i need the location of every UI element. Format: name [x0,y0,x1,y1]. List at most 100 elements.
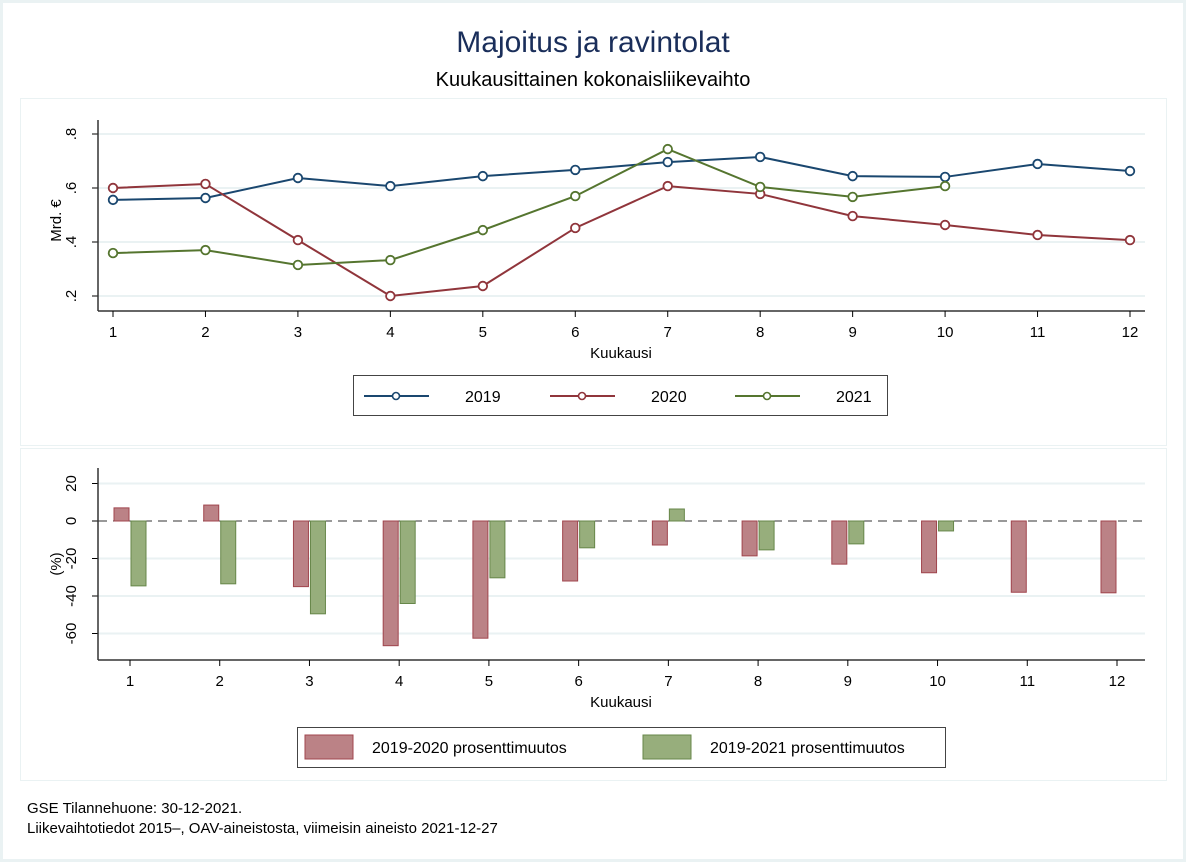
bar-2019-2021 [758,520,775,551]
chart-title: Majoitus ja ravintolat [456,26,730,59]
bar-2019-2020 [562,520,579,582]
x-tick-label: 5 [479,324,487,341]
x-tick-label: 10 [937,324,954,341]
bar-2019-2021 [489,520,506,579]
y-tick-label: -20 [63,548,80,570]
x-tick-label: 9 [848,324,856,341]
data-point-2020 [292,234,304,246]
x-tick-label: 4 [386,324,394,341]
x-axis-label: Kuukausi [590,694,652,711]
data-point-2021 [292,259,304,271]
legend-box [353,375,888,416]
data-point-2019 [754,151,766,163]
bar-2019-2021 [309,520,326,615]
data-point-2021 [385,254,396,266]
data-point-2019 [477,170,489,182]
y-tick-label: .4 [63,236,80,249]
x-tick-label: 7 [664,324,672,341]
data-point-2019 [570,164,581,176]
bar-2019-2020 [292,520,309,588]
bar-2019-2020 [831,520,848,565]
data-point-2021 [939,180,951,192]
x-tick-label: 3 [294,324,302,341]
legend-marker-2020 [577,391,587,401]
y-tick-label: -60 [63,623,80,645]
data-point-2019 [847,170,858,182]
data-point-2020 [1124,234,1136,246]
y-tick-label: 0 [63,517,80,525]
data-point-2020 [662,180,673,192]
legend-label: 2019-2021 prosenttimuutos [710,740,905,757]
legend-swatch [642,734,692,760]
data-point-2020 [385,290,396,302]
bar-2019-2021 [579,520,596,549]
bar-2019-2020 [113,507,130,522]
data-point-2020 [107,182,119,194]
data-point-2019 [939,171,951,183]
x-tick-label: 10 [929,673,946,690]
data-point-2021 [847,191,858,203]
y-tick-label: 20 [63,475,80,492]
data-point-2019 [107,194,119,206]
legend-label-2021: 2021 [836,389,872,406]
bar-2019-2020 [472,520,489,639]
data-point-2020 [1032,229,1043,241]
data-point-2020 [477,280,489,292]
y-tick-label: -40 [63,585,80,607]
x-tick-label: 5 [485,673,493,690]
x-tick-label: 3 [305,673,313,690]
y-axis-label: (%) [48,552,65,575]
x-tick-label: 6 [574,673,582,690]
data-point-2019 [1124,165,1136,177]
legend-marker-2019 [391,391,401,401]
data-point-2020 [847,210,858,222]
y-axis-label: Mrd. € [48,199,65,242]
legend-label-2020: 2020 [651,389,687,406]
legend-swatch [304,734,354,760]
bar-2019-2021 [130,520,147,587]
data-point-2021 [570,190,581,202]
y-tick-label: .2 [63,290,80,303]
bar-2019-2020 [1010,520,1027,593]
data-point-2020 [200,178,211,190]
legend-marker-2021 [762,391,772,401]
x-axis-label: Kuukausi [590,345,652,362]
x-tick-label: 12 [1122,324,1139,341]
legend-label-2019: 2019 [465,389,501,406]
legend-label: 2019-2020 prosenttimuutos [372,740,567,757]
bar-2019-2021 [399,520,416,604]
data-point-2019 [385,180,396,192]
footer-source: GSE Tilannehuone: 30-12-2021. [27,800,242,817]
bar-2019-2020 [382,520,399,647]
bar-2019-2020 [203,504,220,522]
x-tick-label: 9 [844,673,852,690]
x-tick-label: 1 [109,324,117,341]
bottom-panel [20,448,1167,781]
bar-2019-2020 [651,520,668,546]
data-point-2021 [107,247,119,259]
x-tick-label: 4 [395,673,403,690]
data-point-2019 [200,192,211,204]
data-point-2019 [292,172,304,184]
bar-2019-2020 [741,520,758,557]
series-line-2019 [112,155,1131,201]
series-line-2020 [112,182,1131,298]
data-point-2021 [662,143,673,155]
x-tick-label: 7 [664,673,672,690]
legend-box [297,727,946,768]
x-tick-label: 11 [1030,324,1046,341]
bar-2019-2021 [220,520,237,585]
x-tick-label: 1 [126,673,134,690]
series-line-2021 [112,148,946,266]
x-tick-label: 8 [754,673,762,690]
data-point-2019 [1032,158,1043,170]
y-tick-label: .8 [63,128,80,141]
data-point-2021 [200,244,211,256]
chart-subtitle: Kuukausittainen kokonaisliikevaihto [436,69,751,91]
data-point-2019 [662,156,673,168]
data-point-2021 [477,224,489,236]
y-tick-label: .6 [63,182,80,195]
data-point-2021 [754,181,766,193]
